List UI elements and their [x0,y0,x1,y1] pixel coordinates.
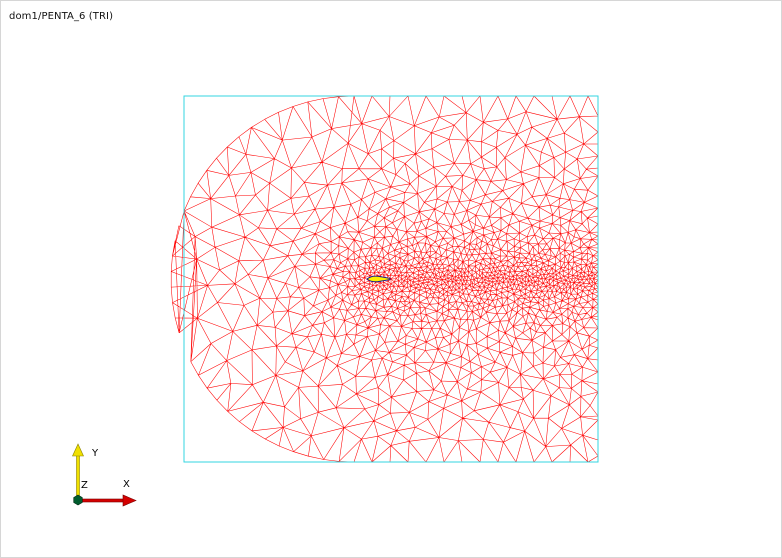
mesh-title: dom1/PENTA_6 (TRI) [9,11,114,22]
axis-triad: Y Z X [60,440,150,520]
origin-node-icon [73,494,83,506]
axis-triad-graphic [72,443,137,507]
y-axis-arrow-icon [72,443,84,501]
airfoil-shape [366,275,391,283]
x-axis-label: X [123,479,130,490]
domain-boundary [183,95,599,463]
z-axis-label: Z [81,480,88,491]
boundary-rectangle [183,95,599,463]
mesh-edges [170,95,599,463]
airfoil-body [366,275,391,283]
x-axis-arrow-icon [79,494,137,507]
y-axis-label: Y [92,448,99,459]
triangle-mesh [170,95,599,463]
